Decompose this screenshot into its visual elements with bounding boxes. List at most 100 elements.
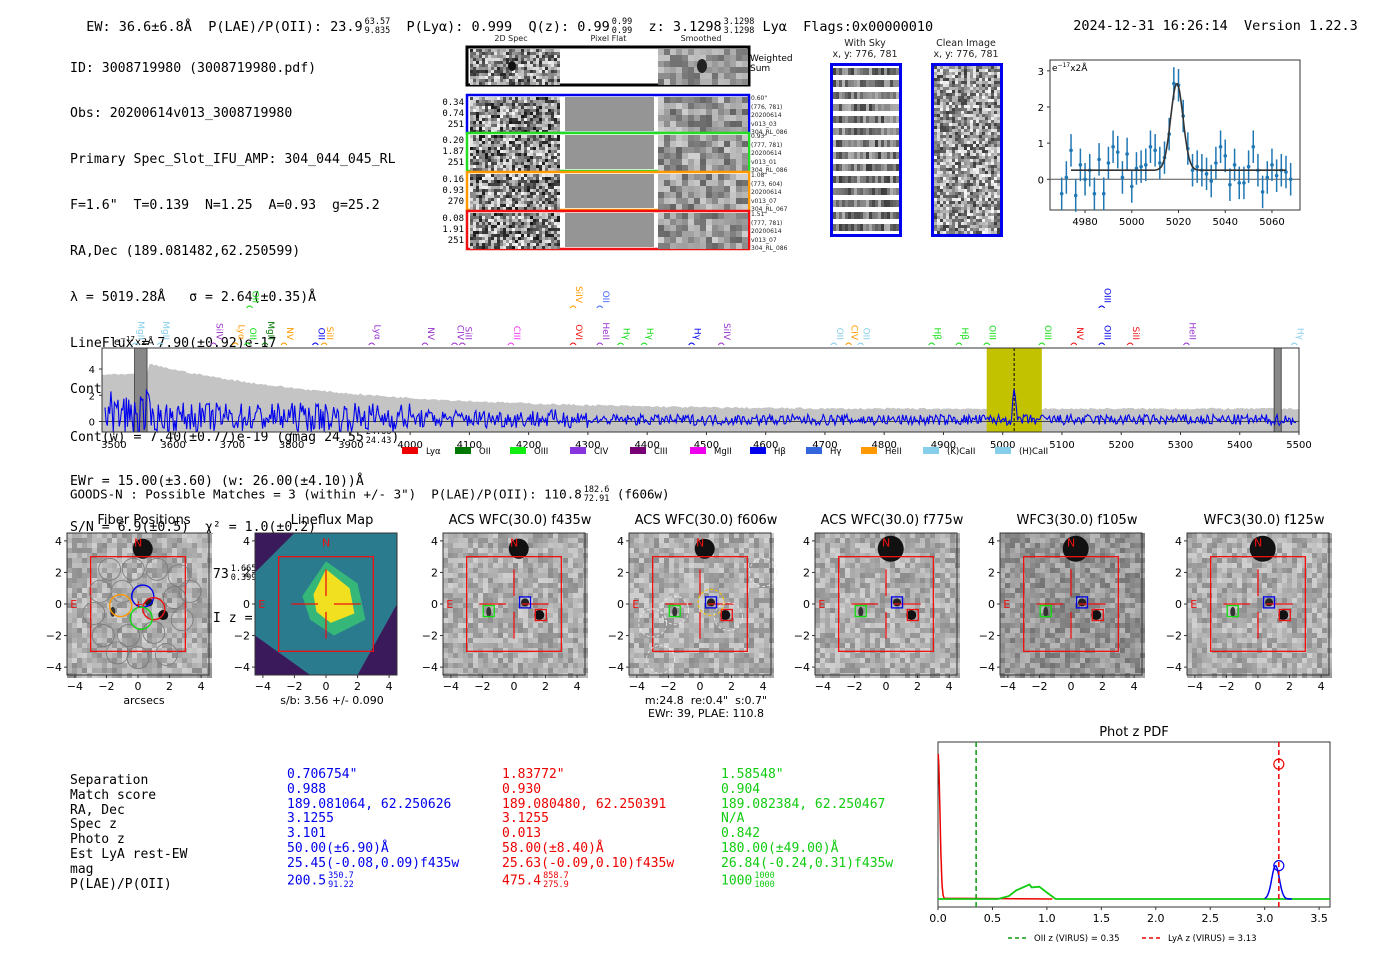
xtick-label: 4700	[812, 440, 837, 451]
xtick-label: −4	[1187, 680, 1203, 693]
plae-hi: 63.57	[364, 17, 391, 27]
data-point	[1172, 81, 1176, 86]
emission-line-label: Lyα	[372, 325, 382, 341]
data-point	[1158, 161, 1162, 165]
line-label-marker	[1290, 342, 1298, 346]
match-table-value: 189.080480, 62.250391	[502, 796, 667, 812]
fiber-circle	[91, 624, 115, 647]
fiber-row-value: 270	[447, 197, 464, 207]
xtick-label: 4800	[871, 440, 896, 451]
ytick-label: 4	[1175, 535, 1182, 548]
plae-lo: 9.835	[364, 26, 391, 36]
emission-line-label: HeII	[600, 322, 610, 340]
plae-range: 1000 1000	[754, 871, 774, 890]
line-label-marker	[1098, 342, 1106, 346]
xtick-label: 0.5	[984, 912, 1002, 925]
cutout-caption: m:24.8 re:0.4" s:0.7" EWr: 39, PLAE: 110…	[644, 694, 768, 720]
data-point	[1204, 172, 1209, 176]
legend-label: CIII	[654, 447, 667, 457]
data-point	[1143, 163, 1148, 167]
match-box-blue	[704, 596, 718, 609]
pdf-marker	[1273, 758, 1285, 770]
source-green	[858, 606, 864, 617]
xtick-label: −2	[1218, 680, 1234, 693]
data-point	[1209, 179, 1214, 183]
sky-stripe	[833, 164, 899, 171]
match-table-label: P(LAE)/P(OII)	[70, 876, 172, 892]
fiber-circle	[117, 624, 140, 647]
xtick-label: 2.5	[1201, 912, 1219, 925]
fiber-pixel-flat	[565, 135, 654, 169]
xtick-label: 4400	[634, 440, 659, 451]
ytick-label: 0	[1038, 175, 1044, 186]
match-table-cell: 189.080480, 62.250391	[502, 796, 674, 813]
north-label: N	[322, 536, 330, 549]
xtick-label: 0	[511, 680, 518, 693]
emission-line-label: SiII	[462, 326, 472, 340]
match-table-cell: 475.4 858.7 275.9	[502, 871, 674, 889]
emission-line-label: SiII	[324, 326, 334, 340]
line-label-marker	[421, 342, 429, 346]
match-table-value: 200.5	[287, 873, 327, 889]
match-table-cell: 0.988	[287, 782, 459, 798]
xtick-label: 5040	[1213, 217, 1238, 228]
pdf-title: Phot z PDF	[1099, 725, 1169, 740]
source-green	[672, 606, 678, 617]
aperture-box	[652, 556, 748, 652]
fiber-circle	[162, 586, 186, 610]
ew-value: EW: 36.6±6.8Å	[86, 19, 192, 35]
legend-lya-label: LyA z (VIRUS) = 3.13	[1168, 934, 1257, 944]
source-blue	[707, 598, 716, 607]
line-label-marker	[261, 342, 269, 346]
emission-line-label: Lyα	[235, 325, 245, 341]
emission-line-label: CIII	[511, 326, 521, 340]
match-table-cell: 25.63(-0.09,0.10)f435w	[502, 856, 674, 872]
cutout-image: N E 4 2 0 −2 −4 −4 −2 0 2 4	[234, 532, 398, 693]
xtick-label: 2	[354, 680, 361, 693]
emission-line-label: SiIV	[721, 323, 731, 341]
match-table-value: 1.58548"	[721, 767, 784, 782]
ytick-label: 4	[617, 535, 624, 548]
ytick-label: 0	[1175, 598, 1182, 611]
fiber-pixel-flat	[565, 97, 654, 131]
north-label: N	[134, 536, 142, 549]
match-table-column: 1.83772" 0.930 189.080480, 62.250391 3.1255…	[502, 767, 674, 889]
data-point	[1242, 181, 1246, 185]
qz-hi: 0.99	[611, 17, 633, 27]
xtick-label: 0	[135, 680, 142, 693]
data-point	[1059, 191, 1064, 196]
info-plae-lo: 0.399	[230, 573, 257, 584]
fiber-row-meta: 0.93" (777, 781) 20200614 v013_01 304_RL_086	[751, 133, 787, 176]
xtick-label: 5100	[1049, 440, 1074, 451]
cutout-title: WFC3(30.0) f125w	[1203, 513, 1325, 528]
plya-value: P(Lyα): 0.999	[406, 19, 513, 35]
catalog-aperture	[660, 595, 690, 625]
bright-star	[877, 535, 904, 562]
with-sky-title: With Sky x, y: 776, 781	[832, 38, 898, 60]
ytick-label: −4	[46, 661, 62, 674]
fiber-row-value: 1.87	[442, 147, 464, 157]
emission-line-label: Hγ	[644, 328, 654, 341]
emission-line-label: NV	[284, 327, 294, 341]
ytick-label: −2	[46, 630, 62, 643]
north-label: N	[510, 536, 518, 549]
pdf-series-red	[937, 753, 1053, 900]
fiber-orange	[108, 593, 133, 618]
match-table-value: 1000	[721, 873, 753, 889]
match-table-label: RA, Dec	[70, 802, 125, 818]
xtick-label: 4300	[575, 440, 600, 451]
emission-line-label: Hβ	[932, 327, 942, 340]
legend-swatch	[806, 447, 822, 454]
cutout-title: ACS WFC(30.0) f775w	[820, 513, 964, 528]
emission-line-label: OIII	[1042, 325, 1052, 340]
source-red	[720, 610, 731, 621]
bright-star	[1062, 535, 1089, 562]
ytick-label: −4	[422, 661, 438, 674]
sky-stripe	[833, 152, 899, 159]
data-point	[1270, 163, 1274, 167]
line-label-marker	[246, 305, 253, 309]
match-table-value: 0.842	[721, 826, 761, 842]
matches-plae-hi: 182.6	[583, 485, 610, 495]
east-label: E	[1190, 598, 1197, 611]
match-box-blue	[890, 596, 904, 609]
